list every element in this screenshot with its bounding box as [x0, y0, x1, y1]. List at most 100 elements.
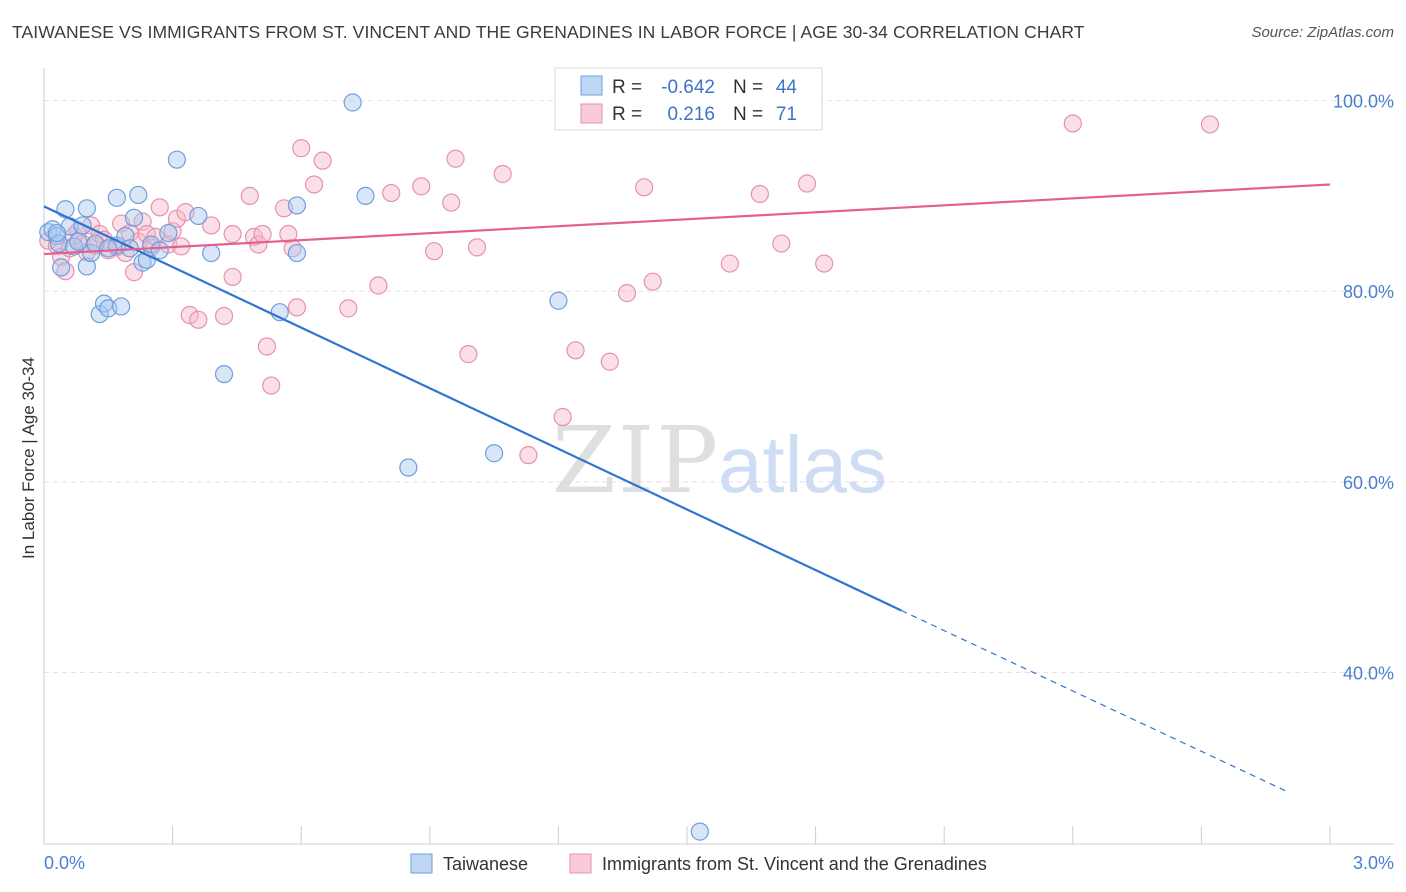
- immigrants-point: [253, 224, 272, 244]
- immigrants-point: [249, 235, 268, 254]
- taiwanese-point: [287, 196, 307, 215]
- immigrants-point: [214, 306, 234, 326]
- immigrants-point: [635, 178, 654, 197]
- immigrants-point: [223, 224, 242, 244]
- taiwanese-point: [202, 243, 221, 263]
- immigrants-trend-line: [43, 183, 1331, 256]
- immigrants-point: [369, 276, 388, 295]
- stats-r-value-1: -0.642: [661, 77, 715, 98]
- immigrants-point: [446, 149, 465, 168]
- taiwanese-point: [485, 444, 504, 463]
- tick-labels: 40.0% 60.0% 80.0% 100.0% 0.0% 3.0%: [44, 92, 1394, 873]
- taiwanese-point: [690, 822, 709, 841]
- watermark-atlas: atlas: [718, 420, 887, 509]
- legend: Taiwanese Immigrants from St. Vincent an…: [410, 853, 987, 874]
- stats-n-label-1: N =: [733, 77, 763, 98]
- trend-lines: [43, 183, 1331, 793]
- taiwanese-point: [399, 458, 418, 477]
- immigrants-point: [600, 352, 619, 371]
- stats-box: R = -0.642 N = 44 R = 0.216 N = 71: [554, 67, 823, 131]
- taiwanese-point: [56, 200, 75, 219]
- legend-label-immigrants: Immigrants from St. Vincent and the Gren…: [602, 854, 987, 874]
- immigrants-point: [287, 298, 307, 317]
- taiwanese-point: [356, 186, 375, 206]
- taiwanese-point: [124, 208, 144, 227]
- y-tick-label: 80.0%: [1343, 282, 1394, 302]
- legend-label-taiwanese: Taiwanese: [443, 854, 528, 874]
- taiwanese-point: [549, 291, 568, 310]
- taiwanese-point: [107, 188, 126, 207]
- immigrants-point: [223, 267, 242, 287]
- immigrants-point: [339, 299, 358, 318]
- immigrants-point: [202, 216, 221, 235]
- immigrants-point: [720, 254, 739, 273]
- immigrants-point: [262, 376, 281, 395]
- taiwanese-point: [214, 365, 234, 384]
- immigrants-point: [442, 193, 461, 212]
- immigrants-point: [519, 446, 538, 465]
- immigrants-point: [797, 174, 817, 193]
- immigrants-point: [180, 305, 199, 325]
- stats-n-label-2: N =: [733, 104, 763, 125]
- taiwanese-point: [167, 150, 186, 169]
- taiwanese-point: [343, 93, 362, 112]
- immigrants-point: [750, 184, 769, 204]
- legend-swatch-taiwanese: [410, 853, 433, 874]
- immigrants-point: [424, 242, 444, 261]
- watermark: ZIP atlas: [552, 407, 887, 514]
- immigrants-point: [292, 139, 311, 158]
- y-tick-label: 40.0%: [1343, 663, 1394, 683]
- watermark-zip: ZIP: [552, 407, 720, 514]
- immigrants-point: [459, 345, 478, 364]
- y-tick-label: 100.0%: [1333, 92, 1394, 112]
- taiwanese-point: [112, 297, 131, 316]
- taiwanese-point: [129, 185, 148, 205]
- stats-n-value-2: 71: [776, 104, 797, 125]
- taiwanese-point: [287, 243, 307, 263]
- immigrants-point: [772, 234, 791, 253]
- immigrants-point: [493, 164, 512, 184]
- taiwanese-point: [189, 206, 208, 226]
- x-tick-label: 0.0%: [44, 853, 85, 873]
- chart-source: Source: ZipAtlas.com: [1251, 24, 1394, 41]
- taiwanese-point: [47, 223, 66, 243]
- taiwanese-trend-line: [43, 205, 902, 612]
- taiwanese-point: [82, 243, 101, 263]
- x-tick-label: 3.0%: [1353, 853, 1394, 873]
- taiwanese-point: [52, 258, 71, 277]
- taiwanese-trend-extension: [901, 609, 1288, 793]
- stats-r-value-2: 0.216: [667, 104, 715, 125]
- taiwanese-point: [150, 241, 169, 260]
- immigrants-point: [643, 272, 662, 291]
- immigrants-point: [189, 310, 208, 329]
- stats-r-label-1: R =: [612, 77, 642, 98]
- series-pink-points: [39, 93, 1220, 465]
- immigrants-point: [313, 151, 332, 170]
- immigrants-point: [412, 177, 431, 196]
- immigrants-point: [257, 337, 277, 356]
- immigrants-point: [150, 198, 169, 217]
- taiwanese-point: [99, 239, 118, 258]
- grid-lines: [44, 100, 1394, 673]
- immigrants-point: [553, 407, 572, 427]
- immigrants-point: [815, 254, 834, 273]
- axes: [43, 68, 1394, 845]
- stats-n-value-1: 44: [776, 77, 798, 98]
- immigrants-point: [304, 175, 324, 194]
- y-axis-label: In Labor Force | Age 30-34: [19, 357, 38, 559]
- immigrants-point: [279, 224, 298, 244]
- y-tick-label: 60.0%: [1343, 473, 1394, 493]
- immigrants-point: [467, 238, 487, 257]
- immigrants-point: [617, 284, 637, 303]
- legend-swatch-immigrants: [569, 853, 592, 874]
- immigrants-point: [382, 183, 401, 203]
- chart-title: TAIWANESE VS IMMIGRANTS FROM ST. VINCENT…: [12, 22, 1085, 42]
- stats-r-label-2: R =: [612, 104, 642, 125]
- immigrants-point: [1063, 114, 1082, 133]
- immigrants-point: [566, 341, 585, 360]
- immigrants-point: [1200, 115, 1220, 134]
- taiwanese-point: [159, 223, 178, 243]
- immigrants-point: [240, 186, 259, 206]
- taiwanese-point: [77, 199, 96, 218]
